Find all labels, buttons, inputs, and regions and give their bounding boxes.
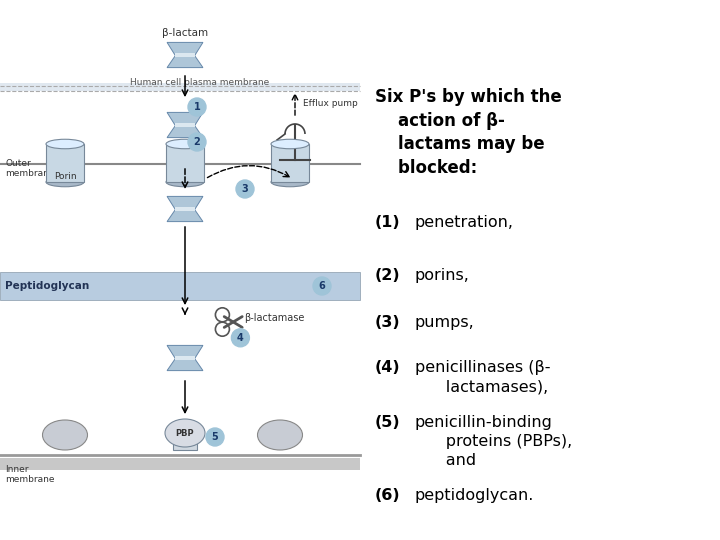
Circle shape <box>188 133 206 151</box>
Polygon shape <box>167 346 203 359</box>
Bar <box>0 458 360 470</box>
Polygon shape <box>176 356 194 360</box>
Text: Porin: Porin <box>54 172 76 181</box>
Text: Human cell plasma membrane: Human cell plasma membrane <box>130 78 269 87</box>
Circle shape <box>236 180 254 198</box>
Text: Inner
membrane: Inner membrane <box>5 465 55 484</box>
Text: (4): (4) <box>375 360 400 375</box>
Ellipse shape <box>165 419 205 447</box>
Ellipse shape <box>42 420 88 450</box>
Text: β-lactam: β-lactam <box>162 28 208 38</box>
Circle shape <box>231 329 249 347</box>
Text: 3: 3 <box>242 184 248 194</box>
Polygon shape <box>167 56 203 68</box>
Polygon shape <box>167 126 203 138</box>
Bar <box>271 144 309 182</box>
Text: Outer
membrane: Outer membrane <box>5 159 55 178</box>
Text: Efflux pump: Efflux pump <box>303 98 358 107</box>
Polygon shape <box>167 359 203 370</box>
Text: 4: 4 <box>237 333 244 343</box>
Ellipse shape <box>271 139 309 148</box>
Circle shape <box>188 98 206 116</box>
Text: (2): (2) <box>375 268 400 283</box>
Ellipse shape <box>46 139 84 148</box>
Text: peptidoglycan.: peptidoglycan. <box>415 488 534 503</box>
Text: 2: 2 <box>194 137 200 147</box>
Text: (5): (5) <box>375 415 400 430</box>
Text: penetration,: penetration, <box>415 215 514 230</box>
Text: (6): (6) <box>375 488 400 503</box>
Text: Peptidoglycan: Peptidoglycan <box>5 281 89 291</box>
Bar <box>166 144 204 182</box>
Bar <box>0 83 360 91</box>
Bar <box>173 428 197 450</box>
Text: PBP: PBP <box>176 429 194 437</box>
Text: 1: 1 <box>194 102 200 112</box>
Text: 5: 5 <box>212 432 218 442</box>
Text: (3): (3) <box>375 315 400 330</box>
Bar <box>46 144 84 182</box>
Text: Six P's by which the
    action of β-
    lactams may be
    blocked:: Six P's by which the action of β- lactam… <box>375 88 562 177</box>
Circle shape <box>206 428 224 446</box>
Polygon shape <box>167 197 203 210</box>
Text: porins,: porins, <box>415 268 470 283</box>
Polygon shape <box>176 53 194 57</box>
Circle shape <box>313 277 331 295</box>
Ellipse shape <box>46 177 84 187</box>
Ellipse shape <box>166 177 204 187</box>
Text: (1): (1) <box>375 215 400 230</box>
Polygon shape <box>176 123 194 127</box>
Text: pumps,: pumps, <box>415 315 474 330</box>
Ellipse shape <box>258 420 302 450</box>
Ellipse shape <box>271 177 309 187</box>
Text: penicillinases (β-
      lactamases),: penicillinases (β- lactamases), <box>415 360 551 394</box>
Text: β-lactamase: β-lactamase <box>244 313 305 323</box>
Ellipse shape <box>166 139 204 148</box>
Polygon shape <box>167 43 203 56</box>
Bar <box>0 272 360 300</box>
Polygon shape <box>167 112 203 126</box>
Text: penicillin-binding
      proteins (PBPs),
      and: penicillin-binding proteins (PBPs), and <box>415 415 572 468</box>
Polygon shape <box>176 207 194 211</box>
Polygon shape <box>167 210 203 221</box>
Text: 6: 6 <box>319 281 325 291</box>
